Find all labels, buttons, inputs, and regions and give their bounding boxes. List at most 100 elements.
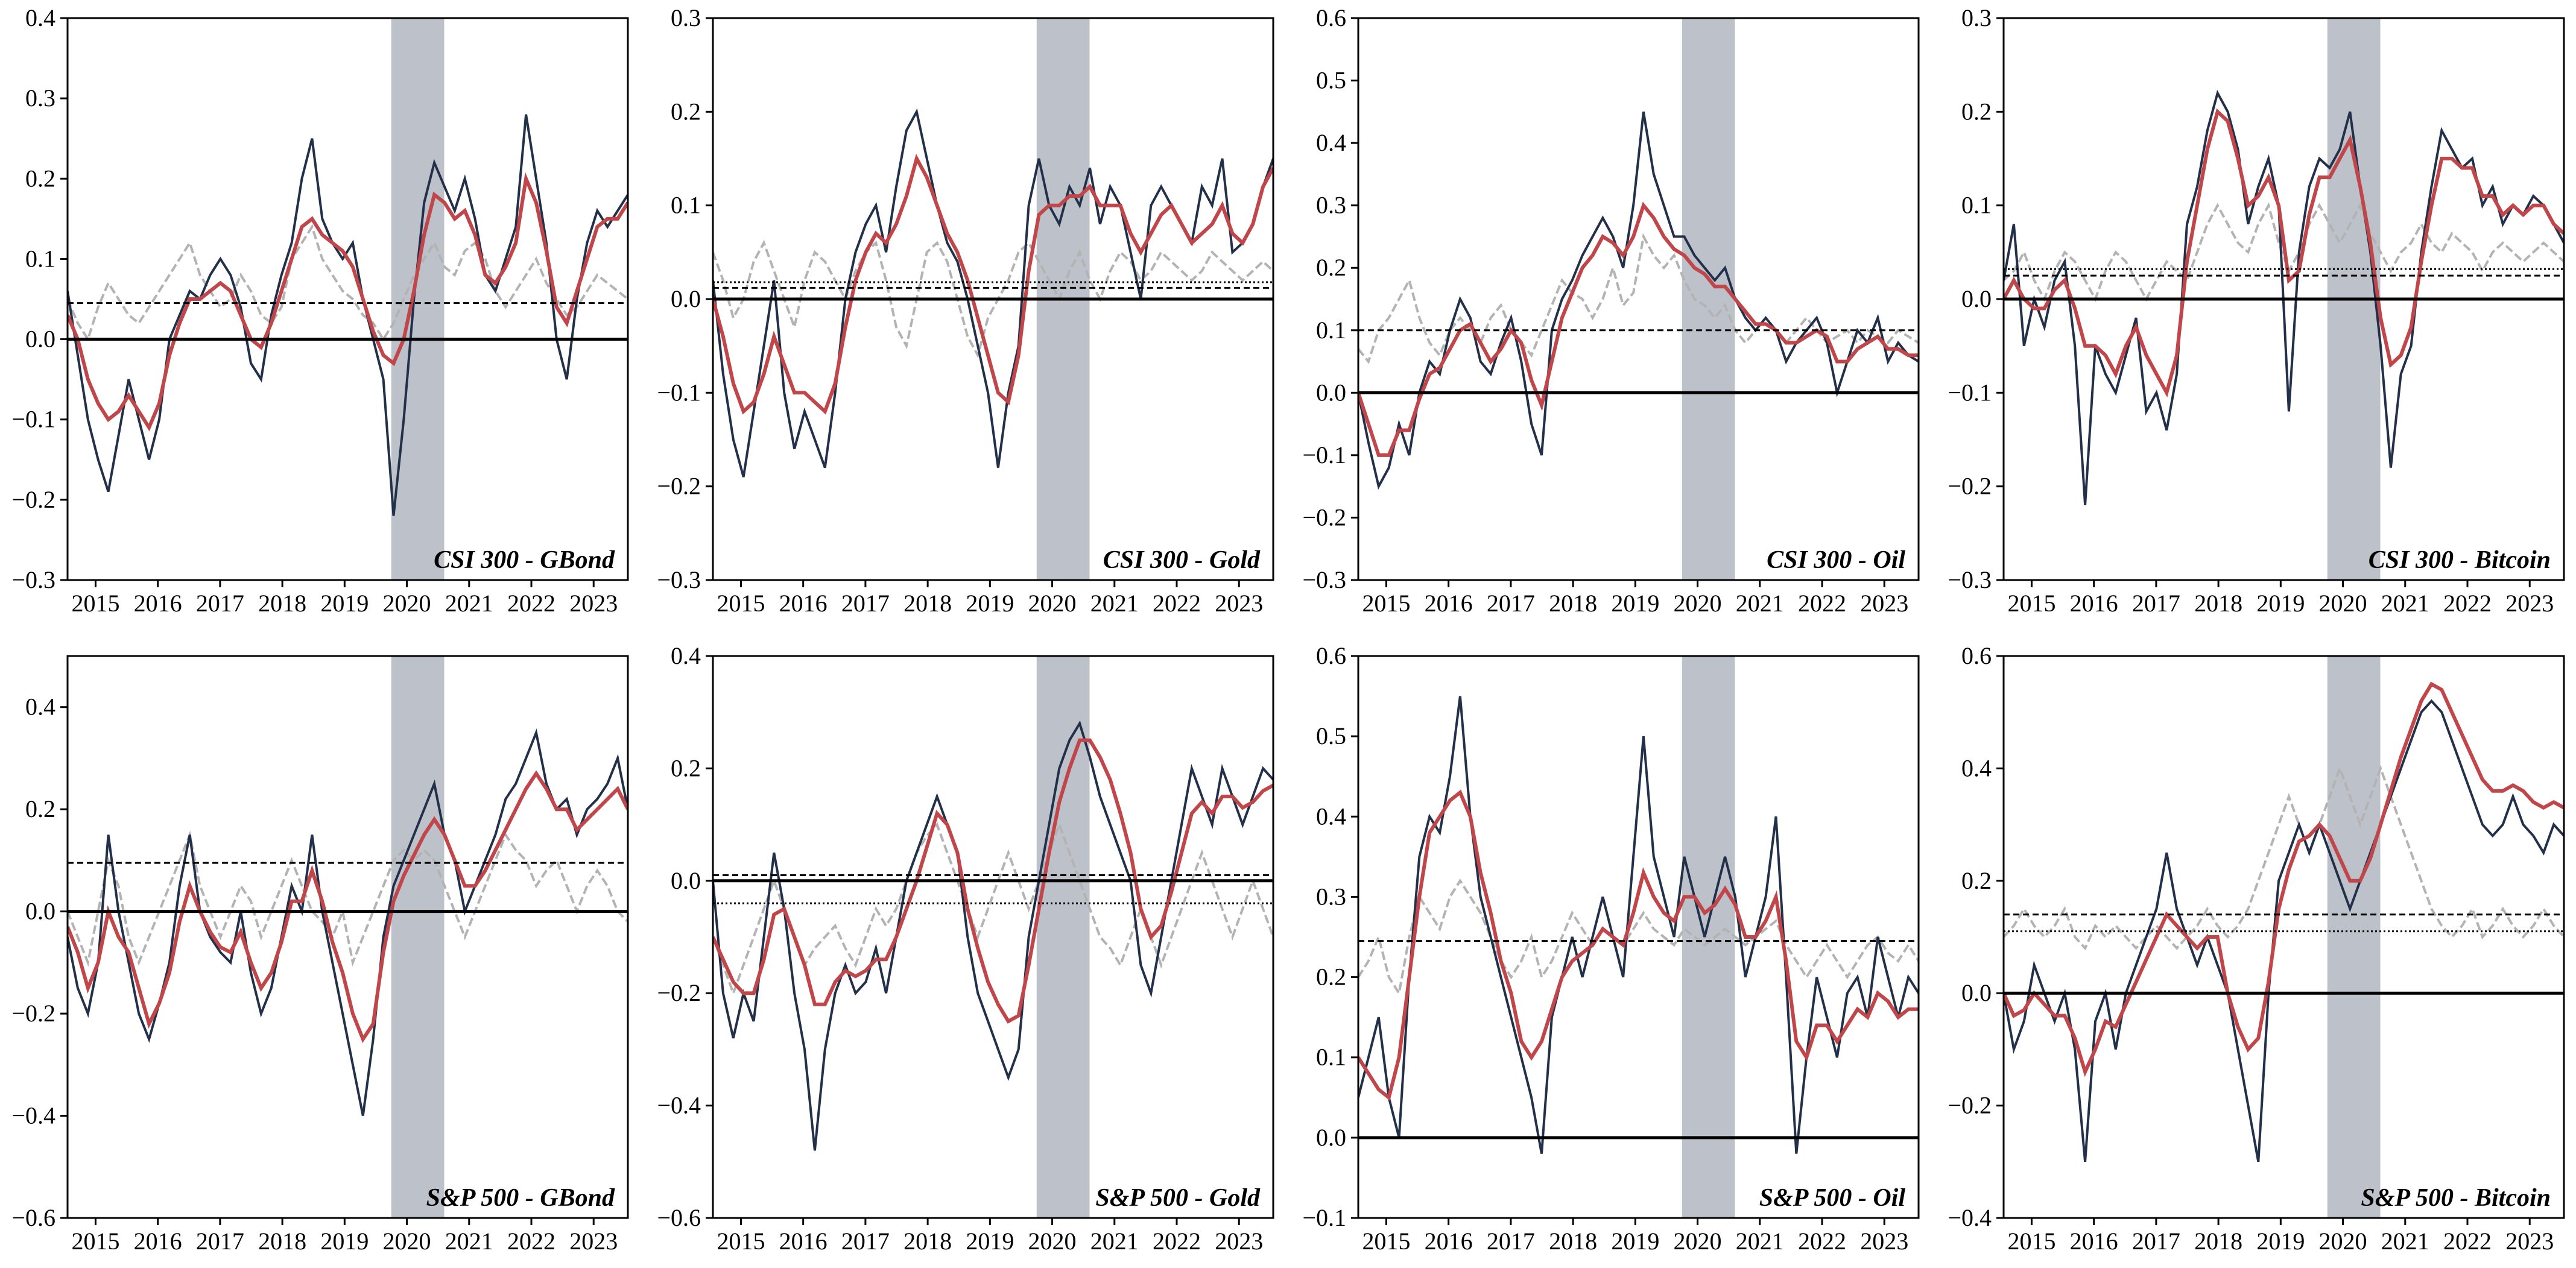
y-tick-label: −0.1 [11,406,55,433]
x-tick-label: 2023 [1860,1228,1908,1255]
x-tick-label: 2019 [966,590,1014,617]
series-line-red [2004,681,2564,1077]
shaded-period [391,656,445,1218]
panel-title: S&P 500 - Bitcoin [2361,1184,2551,1212]
series-line-grey [1358,233,1919,364]
x-tick-label: 2020 [2319,590,2367,617]
x-tick-label: 2015 [1362,1228,1410,1255]
x-tick-label: 2021 [445,590,493,617]
panel-title: S&P 500 - Gold [1095,1184,1261,1212]
y-tick-label: −0.3 [11,566,55,593]
x-tick-label: 2021 [2381,590,2429,617]
y-tick-label: 0.4 [671,642,701,669]
series-line-red [713,738,1273,1024]
chart-panel: −0.1 0.0 0.1 0.2 0.3 0.4 0.5 0.6 2015 2016 2017 201… [1302,642,1920,1255]
series-line-dark [1358,696,1919,1154]
x-tick-label: 2018 [2194,1228,2242,1255]
y-tick-label: 0.2 [671,98,701,125]
y-tick-label: 0.4 [25,4,55,31]
x-tick-label: 2021 [1736,1228,1784,1255]
x-tick-label: 2023 [2505,1228,2554,1255]
x-tick-label: 2017 [1487,590,1535,617]
x-tick-label: 2019 [320,1228,369,1255]
y-tick-label: 0.4 [1961,754,1992,781]
x-tick-label: 2017 [2132,590,2180,617]
x-tick-label: 2022 [1153,590,1201,617]
series-line-red [713,154,1273,415]
x-tick-label: 2019 [1611,590,1659,617]
x-tick-label: 2018 [2194,590,2242,617]
y-tick-label: 0.0 [25,898,55,925]
y-tick-label: 0.4 [1316,803,1346,830]
x-tick-label: 2022 [2443,590,2492,617]
x-tick-label: 2019 [320,590,369,617]
x-tick-label: 2023 [2505,590,2554,617]
y-tick-label: 0.4 [25,693,55,721]
series-line-red [1358,201,1919,457]
y-tick-label: 0.3 [25,84,55,112]
x-tick-label: 2021 [445,1228,493,1255]
y-tick-label: 0.0 [671,867,701,894]
x-tick-label: 2018 [903,1228,952,1255]
y-tick-label: −0.2 [1302,503,1346,531]
y-tick-label: 0.0 [671,285,701,312]
x-tick-label: 2020 [1674,1228,1722,1255]
chart-panel: −0.3 −0.2 −0.1 0.0 0.1 0.2 0.3 2015 2016 2017 2018… [657,4,1274,617]
x-tick-label: 2020 [1028,590,1077,617]
y-tick-label: −0.2 [657,473,701,500]
y-tick-label: 0.5 [1316,67,1346,94]
series-line-dark [2004,699,2564,1162]
y-tick-label: 0.0 [1961,285,1992,312]
x-tick-label: 2021 [1090,1228,1139,1255]
y-tick-label: 0.3 [1316,883,1346,910]
y-tick-label: 0.1 [1316,1044,1346,1071]
series-line-dark [713,108,1273,478]
x-tick-label: 2015 [2007,1228,2055,1255]
series-line-grey [713,821,1273,997]
x-tick-label: 2022 [507,590,555,617]
x-tick-label: 2016 [2070,1228,2118,1255]
y-tick-label: 0.3 [1961,4,1992,31]
y-tick-label: 0.0 [1961,979,1992,1006]
y-tick-label: 0.0 [25,326,55,353]
panel-title: CSI 300 - Oil [1767,546,1905,574]
plot-frame [66,655,629,1219]
y-tick-label: −0.2 [11,1000,55,1027]
panel-title: CSI 300 - GBond [434,546,615,574]
x-tick-label: 2021 [1090,590,1139,617]
series-line-red [1358,789,1919,1101]
x-tick-label: 2022 [1798,1228,1846,1255]
y-tick-label: −0.2 [11,486,55,513]
y-tick-label: 0.5 [1316,722,1346,749]
x-tick-label: 2017 [841,1228,890,1255]
y-tick-label: −0.2 [1948,473,1992,500]
y-tick-label: −0.1 [1302,1204,1346,1231]
x-tick-label: 2016 [779,1228,828,1255]
x-tick-label: 2018 [1549,590,1597,617]
y-tick-label: −0.1 [1302,441,1346,468]
x-tick-label: 2020 [383,1228,431,1255]
x-tick-label: 2017 [1487,1228,1535,1255]
y-tick-label: 0.1 [1961,192,1992,219]
series-line-red [68,770,628,1043]
y-tick-label: 0.0 [1316,1124,1346,1151]
y-tick-label: −0.4 [11,1102,55,1129]
x-tick-label: 2016 [779,590,828,617]
x-tick-label: 2018 [258,590,306,617]
panel-title: S&P 500 - GBond [426,1184,615,1212]
x-tick-label: 2015 [71,590,119,617]
shaded-period [391,18,445,580]
x-tick-label: 2020 [1028,1228,1077,1255]
x-tick-label: 2015 [1362,590,1410,617]
series-line-grey [2004,765,2564,951]
y-tick-label: 0.2 [25,165,55,192]
series-line-dark [68,728,628,1116]
plot-frame [66,17,629,581]
series-line-red [68,172,628,432]
y-tick-label: 0.2 [671,754,701,781]
x-tick-label: 2016 [1425,1228,1473,1255]
chart-panel: −0.4 −0.2 0.0 0.2 0.4 0.6 2015 2016 2017 2018 2019… [1948,642,2565,1255]
series-line-dark [1358,111,1919,490]
series-line-dark [2004,89,2564,505]
